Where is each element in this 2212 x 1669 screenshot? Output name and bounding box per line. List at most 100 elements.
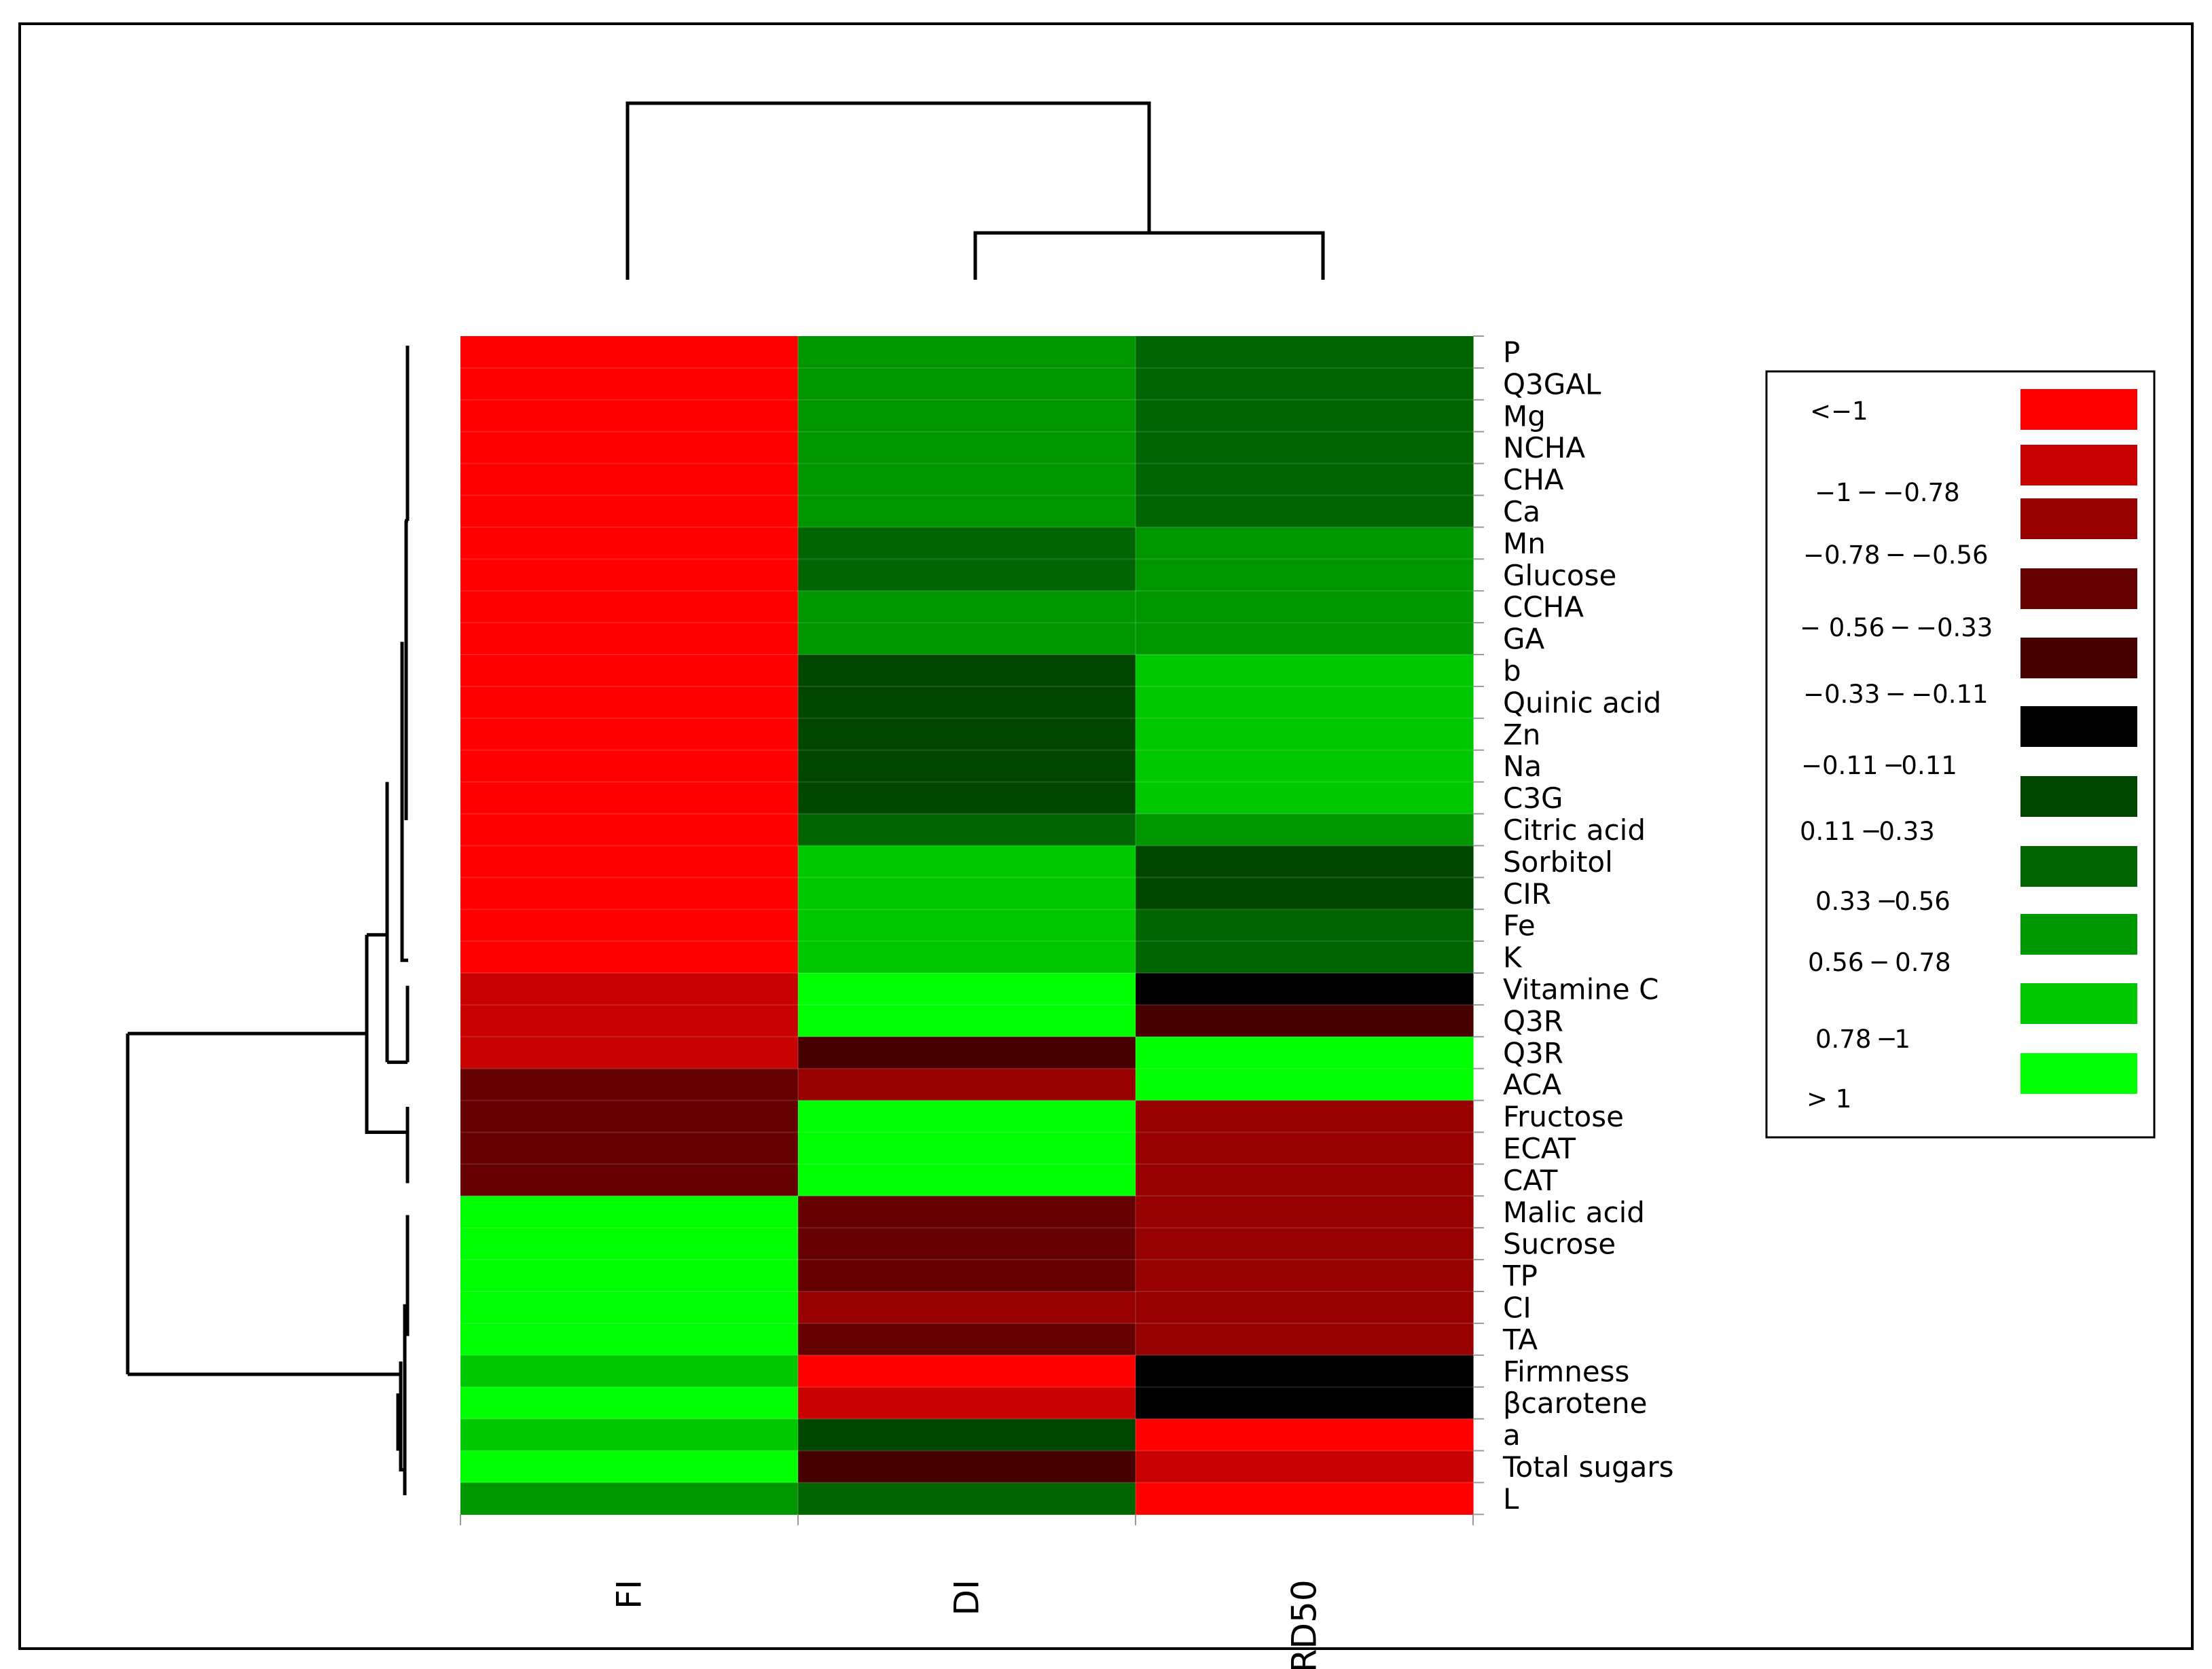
heat-cell-sucrose-di (798, 1228, 1136, 1260)
row-label-malic-acid: Malic acid (1503, 1196, 1645, 1229)
row-label-c3g: C3G (1503, 782, 1563, 815)
row-label-a: a (1503, 1418, 1521, 1452)
row-label-l: L (1503, 1482, 1519, 1516)
heat-cell-tp-fi (460, 1260, 799, 1292)
heat-cell-b-prd50 (1136, 655, 1474, 687)
heat-cell-sorbitol-di (798, 845, 1136, 878)
heat-cell-citric-acid-di (798, 813, 1136, 846)
heat-cell-ci-di (798, 1291, 1136, 1324)
row-label-q3r: Q3R (1503, 1004, 1563, 1038)
heat-cell-mn-prd50 (1136, 527, 1474, 560)
legend-label-5: −0.11 ─0.11 (1801, 751, 1957, 780)
column-label-fi: FI (610, 1579, 649, 1609)
heat-cell-k-prd50 (1136, 941, 1474, 974)
heat-cell-l-prd50 (1136, 1482, 1474, 1515)
heat-cell-fructose-prd50 (1136, 1100, 1474, 1133)
heat-cell-firmness-prd50 (1136, 1355, 1474, 1388)
heat-cell-zn-fi (460, 718, 799, 751)
legend-swatch-4 (2020, 638, 2137, 678)
heat-cell-malic-acid-fi (460, 1196, 799, 1228)
heat-cell-q3r-fi (460, 1036, 799, 1069)
heat-cell-fe-fi (460, 909, 799, 942)
heat-cell-q3gal-prd50 (1136, 367, 1474, 401)
row-label-mn: Mn (1503, 527, 1546, 560)
heat-cell-ga-prd50 (1136, 623, 1474, 655)
row-label-ccha: CCHA (1503, 591, 1584, 624)
heat-cell-c3g-fi (460, 782, 799, 815)
heat-cell-glucose-fi (460, 559, 799, 591)
heat-cell-glucose-prd50 (1136, 559, 1474, 591)
heat-cell-k-di (798, 941, 1136, 974)
heat-cell-ca-fi (460, 495, 799, 528)
row-label-ncha: NCHA (1503, 431, 1585, 464)
heat-cell-ta-prd50 (1136, 1323, 1474, 1356)
heat-cell-l-fi (460, 1482, 799, 1515)
legend-swatch-0 (2020, 389, 2137, 430)
legend-swatch-10 (2020, 1053, 2137, 1094)
heat-cell-ci-prd50 (1136, 1291, 1474, 1324)
heat-cell-malic-acid-di (798, 1196, 1136, 1228)
column-labels: FI DI PRD50 (610, 1579, 1324, 1669)
heat-cell-sorbitol-prd50 (1136, 845, 1474, 878)
heat-cell-carotene-prd50 (1136, 1387, 1474, 1420)
heat-cell-aca-prd50 (1136, 1068, 1474, 1101)
heat-cell-a-fi (460, 1418, 799, 1452)
heat-cell-b-fi (460, 655, 799, 687)
heat-cell-ecat-fi (460, 1132, 799, 1164)
heat-cell-q3r-di (798, 1036, 1136, 1069)
heat-cell-ga-fi (460, 623, 799, 655)
heat-cell-sucrose-fi (460, 1228, 799, 1260)
heat-cell-ccha-prd50 (1136, 591, 1474, 623)
heat-cell-cat-fi (460, 1164, 799, 1196)
row-label-carotene: βcarotene (1503, 1387, 1647, 1420)
heat-cell-firmness-fi (460, 1355, 799, 1388)
heatmap-gridlines (460, 335, 1484, 1526)
heat-cell-q3r-prd50 (1136, 1004, 1474, 1038)
row-label-ca: Ca (1503, 495, 1540, 528)
legend-label-10: > 1 (1807, 1084, 1851, 1114)
row-label-cat: CAT (1503, 1164, 1558, 1197)
row-label-q3r: Q3R (1503, 1036, 1563, 1069)
heat-cell-quinic-acid-di (798, 686, 1136, 719)
row-label-zn: Zn (1503, 718, 1540, 751)
heat-cell-cha-prd50 (1136, 463, 1474, 496)
heat-cell-ci-fi (460, 1291, 799, 1324)
heat-cell-vitamine-c-di (798, 973, 1136, 1006)
heat-cell-ecat-di (798, 1132, 1136, 1164)
heat-cell-a-di (798, 1418, 1136, 1452)
row-label-fe: Fe (1503, 909, 1536, 942)
row-label-ga: GA (1503, 623, 1545, 656)
heat-cell-na-di (798, 750, 1136, 783)
heat-cell-tp-di (798, 1260, 1136, 1292)
heat-cell-mn-di (798, 527, 1136, 560)
heat-cell-vitamine-c-fi (460, 973, 799, 1006)
heat-cell-p-di (798, 336, 1136, 369)
row-label-q3gal: Q3GAL (1503, 367, 1601, 401)
heat-cell-mg-prd50 (1136, 399, 1474, 433)
heat-cell-carotene-fi (460, 1387, 799, 1420)
heat-cell-ecat-prd50 (1136, 1132, 1474, 1164)
heat-cell-ta-di (798, 1323, 1136, 1356)
row-labels: PQ3GALMgNCHACHACaMnGlucoseCCHAGAbQuinic … (1502, 335, 1674, 1515)
row-label-aca: ACA (1503, 1068, 1561, 1101)
heat-cell-cha-di (798, 463, 1136, 496)
heatmap-cells (460, 336, 1474, 1515)
heat-cell-na-fi (460, 750, 799, 783)
legend-swatch-6 (2020, 776, 2137, 817)
heat-cell-p-fi (460, 336, 799, 369)
row-label-fructose: Fructose (1503, 1100, 1624, 1133)
heat-cell-k-fi (460, 941, 799, 974)
heat-cell-cat-di (798, 1164, 1136, 1196)
row-label-citric-acid: Citric acid (1503, 813, 1646, 847)
legend-label-3: − 0.56 ─ −0.33 (1800, 613, 1993, 642)
heat-cell-l-di (798, 1482, 1136, 1515)
heat-cell-zn-prd50 (1136, 718, 1474, 751)
heat-cell-total-sugars-prd50 (1136, 1450, 1474, 1483)
heat-cell-ncha-prd50 (1136, 431, 1474, 464)
heat-cell-glucose-di (798, 559, 1136, 591)
legend-label-4: −0.33 ─ −0.11 (1803, 680, 1989, 709)
row-label-vitamine-c: Vitamine C (1503, 972, 1658, 1006)
heat-cell-total-sugars-di (798, 1450, 1136, 1483)
row-label-p: P (1503, 335, 1520, 369)
heat-cell-quinic-acid-prd50 (1136, 686, 1474, 719)
